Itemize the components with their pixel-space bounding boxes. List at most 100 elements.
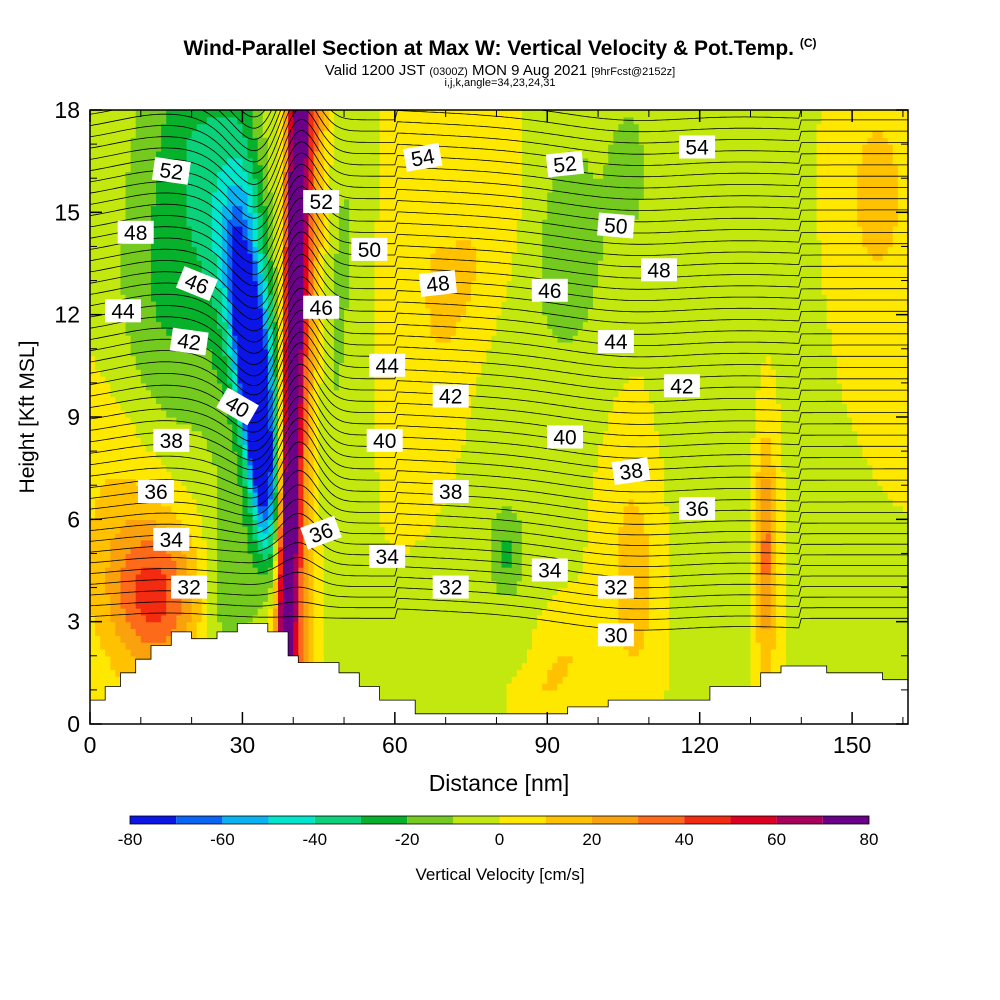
velocity-cell xyxy=(303,580,310,589)
velocity-cell xyxy=(598,273,823,282)
velocity-cell xyxy=(267,608,274,616)
velocity-cell xyxy=(755,546,762,555)
velocity-cell xyxy=(567,669,670,677)
velocity-cell xyxy=(90,519,127,527)
velocity-cell xyxy=(125,212,152,220)
theta-label: 32 xyxy=(597,575,634,600)
velocity-cell xyxy=(196,246,213,254)
velocity-cell xyxy=(471,287,508,295)
velocity-cell xyxy=(191,601,203,609)
velocity-cell xyxy=(288,225,304,234)
velocity-cell xyxy=(298,389,304,398)
velocity-cell xyxy=(293,553,299,561)
velocity-cell xyxy=(313,512,320,520)
velocity-cell xyxy=(313,403,320,411)
velocity-cell xyxy=(283,601,294,609)
velocity-cell xyxy=(872,253,884,261)
velocity-cell xyxy=(374,396,472,404)
velocity-cell xyxy=(283,444,289,452)
velocity-cell xyxy=(288,369,299,377)
velocity-cell xyxy=(211,451,238,459)
velocity-cell xyxy=(100,635,122,643)
theta-label-bg xyxy=(402,142,443,172)
theta-label-bg xyxy=(175,266,218,301)
velocity-cell xyxy=(618,553,650,561)
isentrope xyxy=(90,110,908,174)
velocity-cell xyxy=(283,335,289,343)
velocity-cell xyxy=(333,362,340,370)
velocity-cell xyxy=(217,505,244,514)
velocity-cell xyxy=(247,219,254,227)
velocity-cell xyxy=(786,546,908,555)
velocity-cell xyxy=(257,526,264,534)
velocity-cell xyxy=(272,389,279,398)
velocity-cell xyxy=(272,512,279,520)
velocity-cell xyxy=(775,526,787,534)
colorbar-label: Vertical Velocity [cm/s] xyxy=(415,865,584,884)
velocity-cell xyxy=(516,669,548,677)
velocity-cell xyxy=(511,260,543,268)
theta-label-text: 38 xyxy=(160,430,183,453)
velocity-cell xyxy=(90,191,127,200)
theta-label: 44 xyxy=(597,330,634,354)
velocity-cell xyxy=(816,212,858,220)
velocity-cell xyxy=(303,601,310,609)
velocity-cell xyxy=(521,546,584,555)
velocity-cell xyxy=(191,232,213,241)
velocity-cell xyxy=(277,389,284,398)
velocity-cell xyxy=(211,246,223,254)
velocity-cell xyxy=(328,219,340,227)
velocity-cell xyxy=(303,273,310,282)
velocity-cell xyxy=(547,676,564,684)
velocity-cell xyxy=(272,430,279,439)
velocity-cell xyxy=(664,457,752,466)
velocity-cell xyxy=(191,492,218,500)
velocity-cell xyxy=(308,362,315,370)
velocity-cell xyxy=(298,382,304,391)
velocity-cell xyxy=(313,437,320,445)
velocity-cell xyxy=(303,410,310,418)
velocity-cell xyxy=(471,239,518,248)
velocity-cell xyxy=(277,294,284,302)
velocity-cell xyxy=(211,348,223,357)
velocity-cell xyxy=(242,212,254,220)
theta-label-bg xyxy=(303,295,340,319)
velocity-cell xyxy=(298,451,304,459)
velocity-cell xyxy=(318,403,376,411)
velocity-cell xyxy=(501,560,513,568)
velocity-cell xyxy=(217,519,244,527)
velocity-cell xyxy=(603,437,660,445)
velocity-cell xyxy=(283,198,289,207)
velocity-cell xyxy=(186,198,213,207)
velocity-cell xyxy=(196,621,208,630)
velocity-cell xyxy=(308,451,315,459)
velocity-cell xyxy=(267,423,274,432)
velocity-cell xyxy=(618,587,650,595)
velocity-cell xyxy=(288,178,304,186)
velocity-cell xyxy=(277,532,284,541)
theta-label-bg xyxy=(366,428,403,452)
velocity-cell xyxy=(862,150,894,159)
velocity-cell xyxy=(313,423,320,432)
velocity-cell xyxy=(242,123,254,132)
velocity-cell xyxy=(770,532,777,541)
velocity-cell xyxy=(516,232,543,241)
velocity-cell xyxy=(476,382,625,391)
velocity-cell xyxy=(267,532,274,541)
velocity-cell xyxy=(206,546,218,555)
velocity-cell xyxy=(90,273,122,282)
velocity-cell xyxy=(465,423,609,432)
velocity-cell xyxy=(841,396,908,404)
velocity-cell xyxy=(755,471,777,479)
velocity-cell xyxy=(288,464,299,473)
velocity-cell xyxy=(760,608,772,616)
velocity-cell xyxy=(516,512,589,520)
velocity-cell xyxy=(242,232,249,241)
velocity-cell xyxy=(669,573,752,582)
velocity-cell xyxy=(308,485,315,493)
velocity-cell xyxy=(313,580,325,589)
velocity-cell xyxy=(608,157,645,166)
velocity-cell xyxy=(90,410,127,418)
velocity-cell xyxy=(775,553,787,561)
velocity-cell xyxy=(770,648,787,657)
